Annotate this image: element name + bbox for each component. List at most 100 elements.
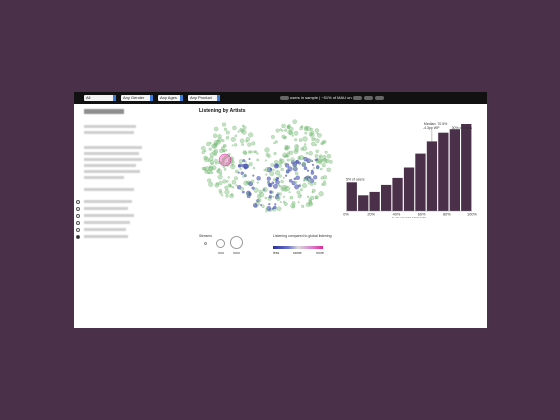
artist-point[interactable] (231, 186, 235, 189)
artist-point[interactable] (223, 168, 227, 171)
artist-point[interactable] (265, 152, 270, 157)
artist-point[interactable] (256, 158, 260, 162)
artist-point[interactable] (320, 167, 323, 171)
artist-point[interactable] (268, 195, 272, 199)
artist-point[interactable] (318, 158, 324, 163)
artist-point[interactable] (229, 184, 232, 187)
artist-point[interactable] (241, 163, 246, 168)
artist-point[interactable] (279, 201, 282, 203)
artist-point[interactable] (282, 195, 285, 198)
artist-point[interactable] (288, 150, 294, 155)
artist-point[interactable] (238, 159, 243, 164)
artist-point[interactable] (290, 157, 295, 162)
highlighted-artist-point[interactable] (218, 153, 232, 167)
artist-point[interactable] (235, 169, 239, 174)
artist-point[interactable] (310, 133, 315, 138)
artist-point[interactable] (270, 134, 275, 139)
artist-point[interactable] (218, 188, 223, 193)
artist-point[interactable] (308, 201, 313, 205)
artist-point[interactable] (201, 167, 206, 171)
artist-point[interactable] (243, 180, 249, 186)
artist-point[interactable] (294, 138, 298, 142)
artist-point[interactable] (207, 178, 212, 183)
artist-point[interactable] (285, 154, 289, 158)
artist-point[interactable] (287, 129, 293, 135)
artist-point[interactable] (248, 162, 253, 167)
artist-point[interactable] (310, 195, 315, 200)
artist-point[interactable] (301, 204, 305, 208)
artist-point[interactable] (316, 158, 319, 161)
artist-point[interactable] (262, 188, 266, 191)
artist-point[interactable] (294, 144, 299, 149)
artist-point[interactable] (292, 119, 297, 124)
artist-point[interactable] (312, 167, 315, 170)
artist-point[interactable] (237, 130, 240, 133)
artist-point[interactable] (231, 164, 234, 167)
artist-point[interactable] (230, 136, 236, 142)
artist-point[interactable] (216, 169, 220, 173)
artist-point[interactable] (211, 143, 217, 149)
artist-point[interactable] (284, 163, 290, 168)
artist-point[interactable] (300, 125, 304, 128)
artist-point[interactable] (298, 138, 303, 142)
artist-point[interactable] (249, 150, 253, 154)
artist-point[interactable] (217, 174, 223, 180)
artist-point[interactable] (251, 186, 255, 190)
artist-point[interactable] (294, 181, 298, 184)
artist-point[interactable] (258, 189, 263, 194)
artist-point[interactable] (297, 194, 302, 199)
artist-point[interactable] (288, 179, 293, 183)
artist-point[interactable] (247, 142, 252, 147)
artist-point[interactable] (271, 181, 275, 185)
artist-point[interactable] (219, 172, 223, 175)
artist-point[interactable] (275, 170, 281, 176)
artist-point[interactable] (254, 150, 258, 154)
option-radio[interactable] (76, 200, 80, 204)
artist-point[interactable] (299, 194, 302, 197)
artist-point[interactable] (225, 162, 230, 167)
artist-point[interactable] (321, 163, 326, 168)
artist-point[interactable] (268, 203, 271, 206)
artist-point[interactable] (280, 179, 284, 184)
artist-point[interactable] (267, 154, 271, 158)
artist-point[interactable] (279, 128, 282, 131)
artist-point[interactable] (328, 159, 333, 164)
artist-point[interactable] (284, 135, 287, 139)
artist-point[interactable] (299, 188, 303, 192)
artist-point[interactable] (235, 184, 238, 187)
artist-point[interactable] (308, 151, 313, 156)
artist-point[interactable] (213, 126, 219, 132)
artist-point[interactable] (242, 125, 247, 130)
option-radio[interactable] (76, 221, 80, 225)
artist-point[interactable] (273, 151, 277, 156)
artist-point[interactable] (278, 174, 282, 178)
artist-point[interactable] (214, 159, 218, 163)
artist-point[interactable] (303, 126, 309, 132)
artist-point[interactable] (324, 150, 328, 154)
artist-point[interactable] (311, 137, 315, 142)
artist-point[interactable] (322, 140, 327, 144)
artist-point[interactable] (311, 169, 314, 173)
artist-point[interactable] (313, 181, 317, 185)
artist-point[interactable] (240, 186, 244, 191)
artist-point[interactable] (264, 159, 267, 162)
artist-point[interactable] (203, 155, 208, 161)
artist-point[interactable] (304, 131, 308, 135)
artist-point[interactable] (275, 128, 280, 133)
artist-point[interactable] (310, 183, 314, 186)
artist-point[interactable] (209, 152, 215, 158)
artist-point[interactable] (222, 149, 225, 153)
artist-point[interactable] (293, 130, 299, 136)
artist-point[interactable] (222, 179, 227, 184)
artist-point[interactable] (308, 179, 311, 183)
artist-point[interactable] (278, 160, 283, 165)
artist-point[interactable] (256, 176, 261, 181)
artist-point[interactable] (208, 147, 212, 151)
artist-point[interactable] (217, 134, 222, 139)
artist-point[interactable] (277, 183, 280, 187)
all-select[interactable]: All (84, 95, 116, 101)
artist-point[interactable] (302, 145, 308, 151)
artist-point[interactable] (301, 162, 307, 167)
artist-point[interactable] (214, 183, 220, 188)
artist-point[interactable] (296, 144, 299, 147)
